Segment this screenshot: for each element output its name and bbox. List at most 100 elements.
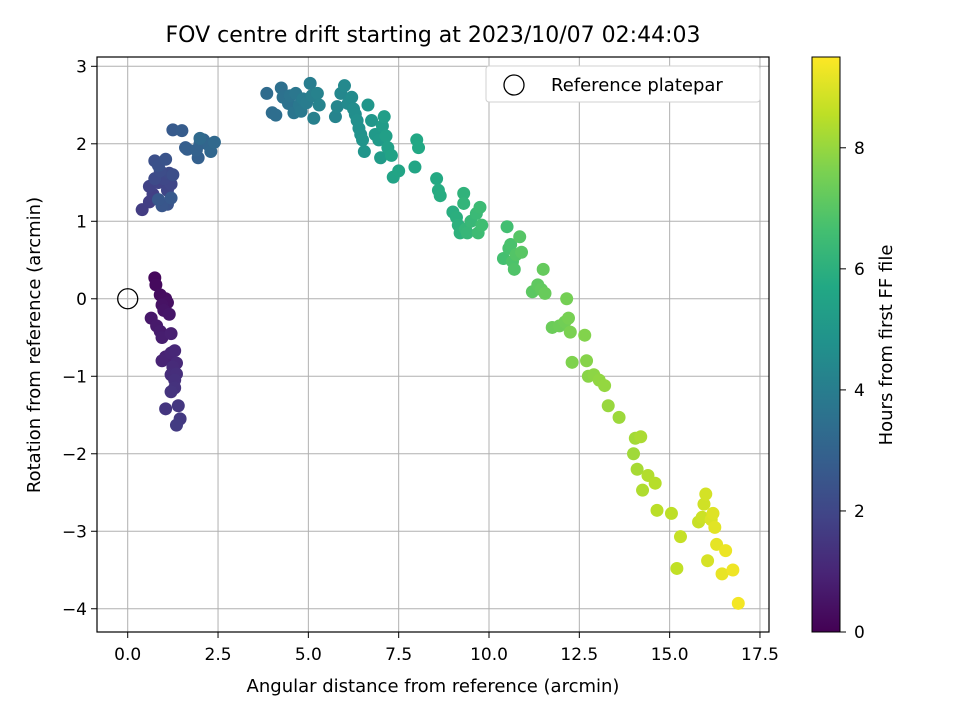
scatter-points [117, 76, 745, 610]
colorbar-label: Hours from first FF file [876, 245, 897, 446]
data-point [630, 462, 644, 476]
data-point [168, 344, 182, 358]
data-point [303, 76, 317, 90]
plot-frame [96, 56, 770, 633]
data-point [430, 172, 444, 186]
data-point [457, 186, 471, 200]
data-point [164, 191, 178, 205]
data-point [166, 168, 180, 182]
data-point [697, 497, 711, 511]
y-tick-label: −1 [62, 367, 87, 387]
data-point [175, 124, 189, 138]
legend-box [485, 65, 761, 103]
data-point [507, 262, 521, 276]
data-point [719, 544, 733, 558]
data-point [627, 447, 641, 461]
x-tick-label: 0.0 [114, 645, 141, 665]
data-point [312, 98, 326, 112]
y-tick-label: 3 [76, 57, 87, 77]
data-point [164, 385, 178, 399]
y-tick-label: 1 [76, 212, 87, 232]
data-point [379, 129, 393, 143]
data-point [159, 402, 173, 416]
data-point [412, 141, 426, 155]
data-point [650, 503, 664, 517]
data-point [260, 86, 274, 100]
data-point [155, 354, 169, 368]
data-point [634, 430, 648, 444]
data-point [171, 399, 185, 413]
data-point [207, 135, 221, 149]
data-point [664, 506, 678, 520]
data-point [475, 218, 489, 232]
data-point [601, 399, 615, 413]
x-tick-label: 15.0 [651, 645, 689, 665]
data-point [162, 307, 176, 321]
colorbar-tick-label: 6 [854, 260, 865, 280]
data-point [612, 410, 626, 424]
data-point [560, 292, 574, 306]
data-point [648, 476, 662, 490]
x-tick-label: 7.5 [385, 645, 412, 665]
chart-title: FOV centre drift starting at 2023/10/07 … [166, 23, 701, 48]
data-point [151, 193, 165, 207]
data-point [515, 245, 529, 259]
colorbar-tick-label: 4 [854, 381, 865, 401]
data-point [473, 200, 487, 214]
data-point [460, 226, 474, 240]
y-tick-label: −2 [62, 445, 87, 465]
grid-lines [97, 57, 769, 632]
data-point [565, 355, 579, 369]
data-point [500, 220, 514, 234]
data-point [330, 100, 344, 114]
data-point [149, 278, 163, 292]
data-point [159, 152, 173, 166]
data-point [731, 596, 745, 610]
x-tick-label: 17.5 [741, 645, 779, 665]
colorbar-gradient [811, 56, 841, 633]
data-point [578, 328, 592, 342]
data-point [726, 563, 740, 577]
colorbar-tick-label: 8 [854, 139, 865, 159]
data-point [598, 379, 612, 393]
data-point [457, 196, 471, 210]
y-tick-label: 2 [76, 135, 87, 155]
x-axis: 0.0 2.5 5.0 7.5 10.0 12.5 15.0 17.5 [114, 632, 779, 665]
data-point [307, 111, 321, 125]
legend-marker [503, 74, 525, 96]
data-point [169, 418, 183, 432]
data-point [328, 110, 342, 124]
data-point [670, 561, 684, 575]
data-point [269, 108, 283, 122]
data-point [715, 567, 729, 581]
y-tick-label: 0 [76, 290, 87, 310]
y-tick-label: −3 [62, 522, 87, 542]
data-point [310, 86, 324, 100]
data-point [356, 133, 370, 147]
data-point [164, 327, 178, 341]
data-point [536, 262, 550, 276]
data-point [408, 160, 422, 174]
x-tick-label: 5.0 [295, 645, 322, 665]
data-point [504, 238, 518, 252]
data-point [337, 79, 351, 93]
data-point [392, 164, 406, 178]
data-point [701, 554, 715, 568]
data-point [377, 110, 391, 124]
legend: Reference platepar [485, 65, 761, 103]
x-axis-label: Angular distance from reference (arcmin) [247, 676, 620, 697]
y-tick-label: −4 [62, 600, 87, 620]
data-point [433, 189, 447, 203]
colorbar-tick-label: 0 [854, 623, 865, 643]
x-tick-label: 10.0 [470, 645, 508, 665]
data-point [513, 230, 527, 244]
data-point [384, 148, 398, 162]
legend-label: Reference platepar [551, 75, 723, 96]
y-axis: −4 −3 −2 −1 0 1 2 3 [62, 57, 97, 620]
data-point [374, 151, 388, 165]
data-point [357, 145, 371, 159]
data-point [699, 487, 713, 501]
data-point [193, 131, 207, 145]
reference-platepar-marker [117, 288, 139, 310]
